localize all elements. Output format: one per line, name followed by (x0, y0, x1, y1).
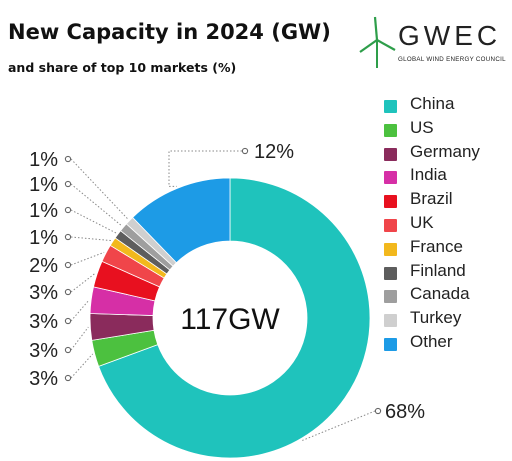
callout-dot-canada (64, 180, 72, 188)
legend-label-canada: Canada (410, 284, 470, 304)
logo-wordmark: GWEC (398, 20, 502, 51)
legend-label-brazil: Brazil (410, 189, 453, 209)
callout-dot-france (64, 233, 72, 241)
gwec-logo: GWEC GLOBAL WIND ENERGY COUNCIL (358, 14, 508, 70)
callout-dot-uk (64, 261, 72, 269)
legend-swatch-other (384, 337, 397, 351)
legend-swatch-china (384, 100, 397, 113)
data-label-turkey: 1% (29, 149, 58, 171)
data-label-india: 3% (29, 311, 58, 333)
legend-swatch-turkey (384, 314, 397, 328)
callout-line-other (168, 150, 242, 187)
legend-label-france: France (410, 236, 463, 256)
legend-label-finland: Finland (410, 260, 466, 280)
callout-line-germany (70, 326, 89, 351)
center-total-label: 117GW (180, 303, 280, 336)
data-label-brazil: 3% (29, 282, 58, 304)
callout-line-finland (70, 209, 117, 234)
logo-tagline: GLOBAL WIND ENERGY COUNCIL (398, 56, 506, 63)
legend-label-germany: Germany (410, 141, 480, 161)
wind-turbine-icon (359, 16, 396, 68)
callout-line-india (70, 299, 90, 322)
data-label-finland: 1% (29, 200, 58, 222)
callout-line-turkey (70, 158, 129, 220)
callout-line-brazil (70, 272, 96, 293)
data-label-france: 1% (29, 227, 58, 249)
legend-swatch-germany (384, 147, 397, 161)
callout-dot-india (64, 317, 72, 325)
callout-line-us (70, 353, 94, 379)
callout-line-france (70, 236, 112, 242)
slice-china (98, 177, 371, 459)
callout-dot-china (374, 407, 382, 415)
data-label-china: 68% (385, 401, 425, 423)
legend-label-turkey: Turkey (410, 308, 462, 328)
data-label-canada: 1% (29, 174, 58, 196)
legend-swatch-finland (384, 266, 397, 280)
callout-line-china (300, 410, 376, 442)
legend-swatch-us (384, 123, 397, 137)
data-label-germany: 3% (29, 340, 58, 362)
legend-swatch-canada (384, 290, 397, 304)
callout-dot-finland (64, 206, 72, 214)
legend-swatch-uk (384, 218, 397, 232)
legend-swatch-brazil (384, 195, 397, 209)
legend-label-us: US (410, 117, 434, 137)
legend-label-other: Other (410, 331, 453, 351)
callout-dot-brazil (64, 288, 72, 296)
callout-dot-germany (64, 346, 72, 354)
callout-dot-us (64, 374, 72, 382)
chart-title: New Capacity in 2024 (GW) (8, 20, 331, 44)
legend-label-china: China (410, 94, 455, 113)
legend-swatch-france (384, 242, 397, 256)
chart-subtitle: and share of top 10 markets (%) (8, 60, 237, 75)
callout-dot-other (241, 147, 249, 155)
data-label-us: 3% (29, 368, 58, 390)
legend-swatch-india (384, 171, 397, 185)
callout-dot-turkey (64, 155, 72, 163)
data-label-uk: 2% (29, 255, 58, 277)
legend-label-uk: UK (410, 212, 434, 232)
data-label-other: 12% (254, 141, 294, 163)
slice-other (132, 177, 231, 264)
callout-line-canada (70, 183, 123, 227)
legend-label-india: India (410, 165, 447, 185)
callout-line-uk (70, 251, 105, 266)
